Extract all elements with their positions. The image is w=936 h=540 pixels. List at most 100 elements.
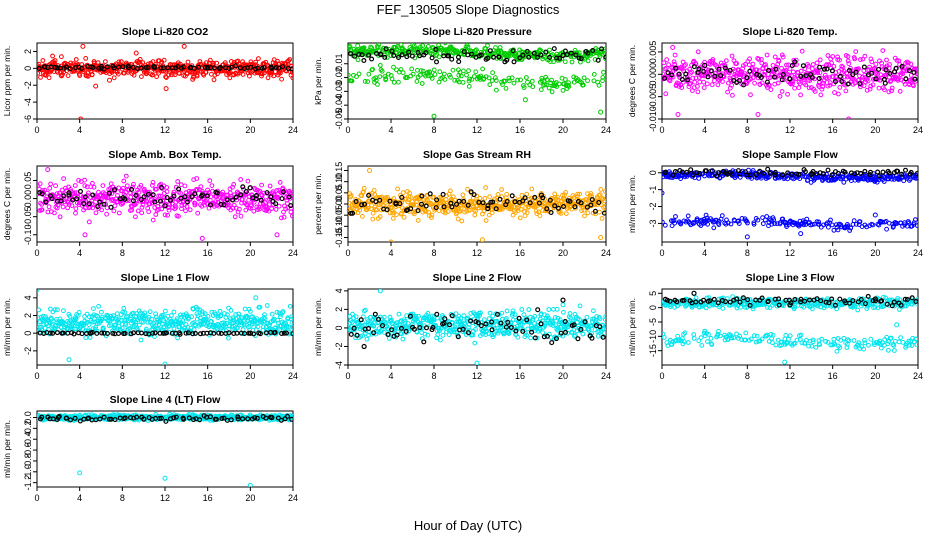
- overlay-point: [289, 66, 293, 72]
- data-point: [172, 72, 178, 78]
- x-tick-label: 24: [288, 371, 298, 381]
- data-point: [99, 309, 104, 315]
- overlay-point: [208, 202, 214, 208]
- data-point: [83, 335, 89, 341]
- data-point: [662, 222, 668, 228]
- data-point: [126, 187, 132, 193]
- overlay-point: [513, 328, 519, 334]
- data-point: [509, 75, 515, 81]
- data-point: [803, 82, 809, 88]
- overlay-point: [143, 331, 149, 337]
- data-point: [245, 178, 251, 184]
- data-point: [142, 310, 148, 316]
- data-point: [211, 77, 217, 83]
- data-point: [780, 216, 786, 222]
- data-point: [671, 218, 677, 223]
- overlay-point: [480, 200, 486, 206]
- data-point: [357, 207, 363, 213]
- outlier-point: [367, 168, 372, 173]
- data-point: [830, 54, 836, 59]
- overlay-point: [63, 64, 69, 70]
- x-tick-label: 24: [288, 248, 298, 258]
- overlay-point: [873, 76, 879, 82]
- overlay-point: [899, 171, 905, 177]
- overlay-point: [248, 64, 254, 70]
- overlay-point: [183, 330, 189, 336]
- overlay-point: [672, 169, 678, 175]
- y-axis-label: kPa per min.: [313, 57, 323, 105]
- overlay-point: [578, 56, 584, 62]
- overlay-point: [79, 331, 85, 337]
- overlay-point: [191, 65, 197, 71]
- y-tick-label: -3: [648, 219, 658, 227]
- overlay-point: [460, 326, 466, 332]
- data-point: [266, 208, 272, 214]
- data-point: [390, 216, 396, 221]
- outlier-point: [474, 360, 480, 365]
- overlay-point: [181, 64, 187, 70]
- x-tick-label: 0: [34, 125, 39, 135]
- overlay-point: [567, 198, 573, 204]
- data-point: [195, 306, 201, 312]
- data-point: [253, 59, 259, 65]
- data-point: [398, 67, 404, 72]
- outlier-point: [388, 239, 394, 242]
- data-point: [360, 190, 366, 195]
- y-axis-label: degrees C per min.: [627, 45, 637, 117]
- overlay-point: [497, 196, 503, 202]
- overlay-point: [350, 210, 356, 216]
- overlay-point: [189, 194, 195, 200]
- overlay-point: [419, 193, 425, 199]
- data-point: [490, 70, 496, 76]
- outlier-point: [598, 109, 604, 115]
- overlay-point: [86, 201, 92, 207]
- data-point: [549, 89, 555, 95]
- overlay-point: [662, 75, 668, 81]
- overlay-point: [709, 168, 715, 174]
- data-point: [445, 209, 451, 214]
- data-point: [265, 75, 271, 81]
- data-point: [53, 183, 58, 189]
- overlay-point: [767, 170, 773, 176]
- data-point: [831, 227, 837, 233]
- data-point: [370, 67, 376, 72]
- data-point: [240, 72, 246, 77]
- data-point: [137, 57, 143, 62]
- data-point: [373, 77, 379, 83]
- data-point: [441, 71, 447, 77]
- x-tick-label: 0: [345, 125, 350, 135]
- data-point: [121, 178, 127, 184]
- data-point: [600, 78, 605, 83]
- overlay-point: [54, 65, 60, 71]
- data-point: [576, 50, 582, 56]
- data-point: [704, 81, 710, 87]
- data-point: [495, 325, 501, 331]
- overlay-point: [691, 64, 697, 70]
- overlay-point: [532, 194, 538, 200]
- overlay-point: [899, 63, 905, 69]
- data-point: [382, 319, 388, 325]
- data-point: [729, 53, 735, 59]
- overlay-point: [821, 66, 827, 72]
- data-point: [145, 319, 151, 325]
- y-tick-label: -0.15: [334, 227, 344, 248]
- overlay-point: [697, 171, 703, 177]
- data-point: [542, 82, 548, 88]
- overlay-point: [468, 189, 474, 195]
- outlier-point: [670, 45, 676, 50]
- data-point: [396, 79, 401, 85]
- data-point: [361, 45, 367, 50]
- overlay-point: [394, 332, 400, 338]
- data-point: [504, 191, 510, 197]
- data-point: [692, 79, 698, 85]
- data-point: [853, 221, 859, 227]
- data-point: [215, 71, 220, 77]
- data-point: [278, 70, 283, 76]
- overlay-point: [284, 330, 290, 336]
- overlay-point: [221, 202, 227, 208]
- data-point: [572, 201, 577, 207]
- overlay-point: [485, 203, 491, 209]
- x-tick-label: 20: [558, 248, 568, 258]
- data-point: [482, 195, 488, 201]
- data-point: [150, 217, 156, 223]
